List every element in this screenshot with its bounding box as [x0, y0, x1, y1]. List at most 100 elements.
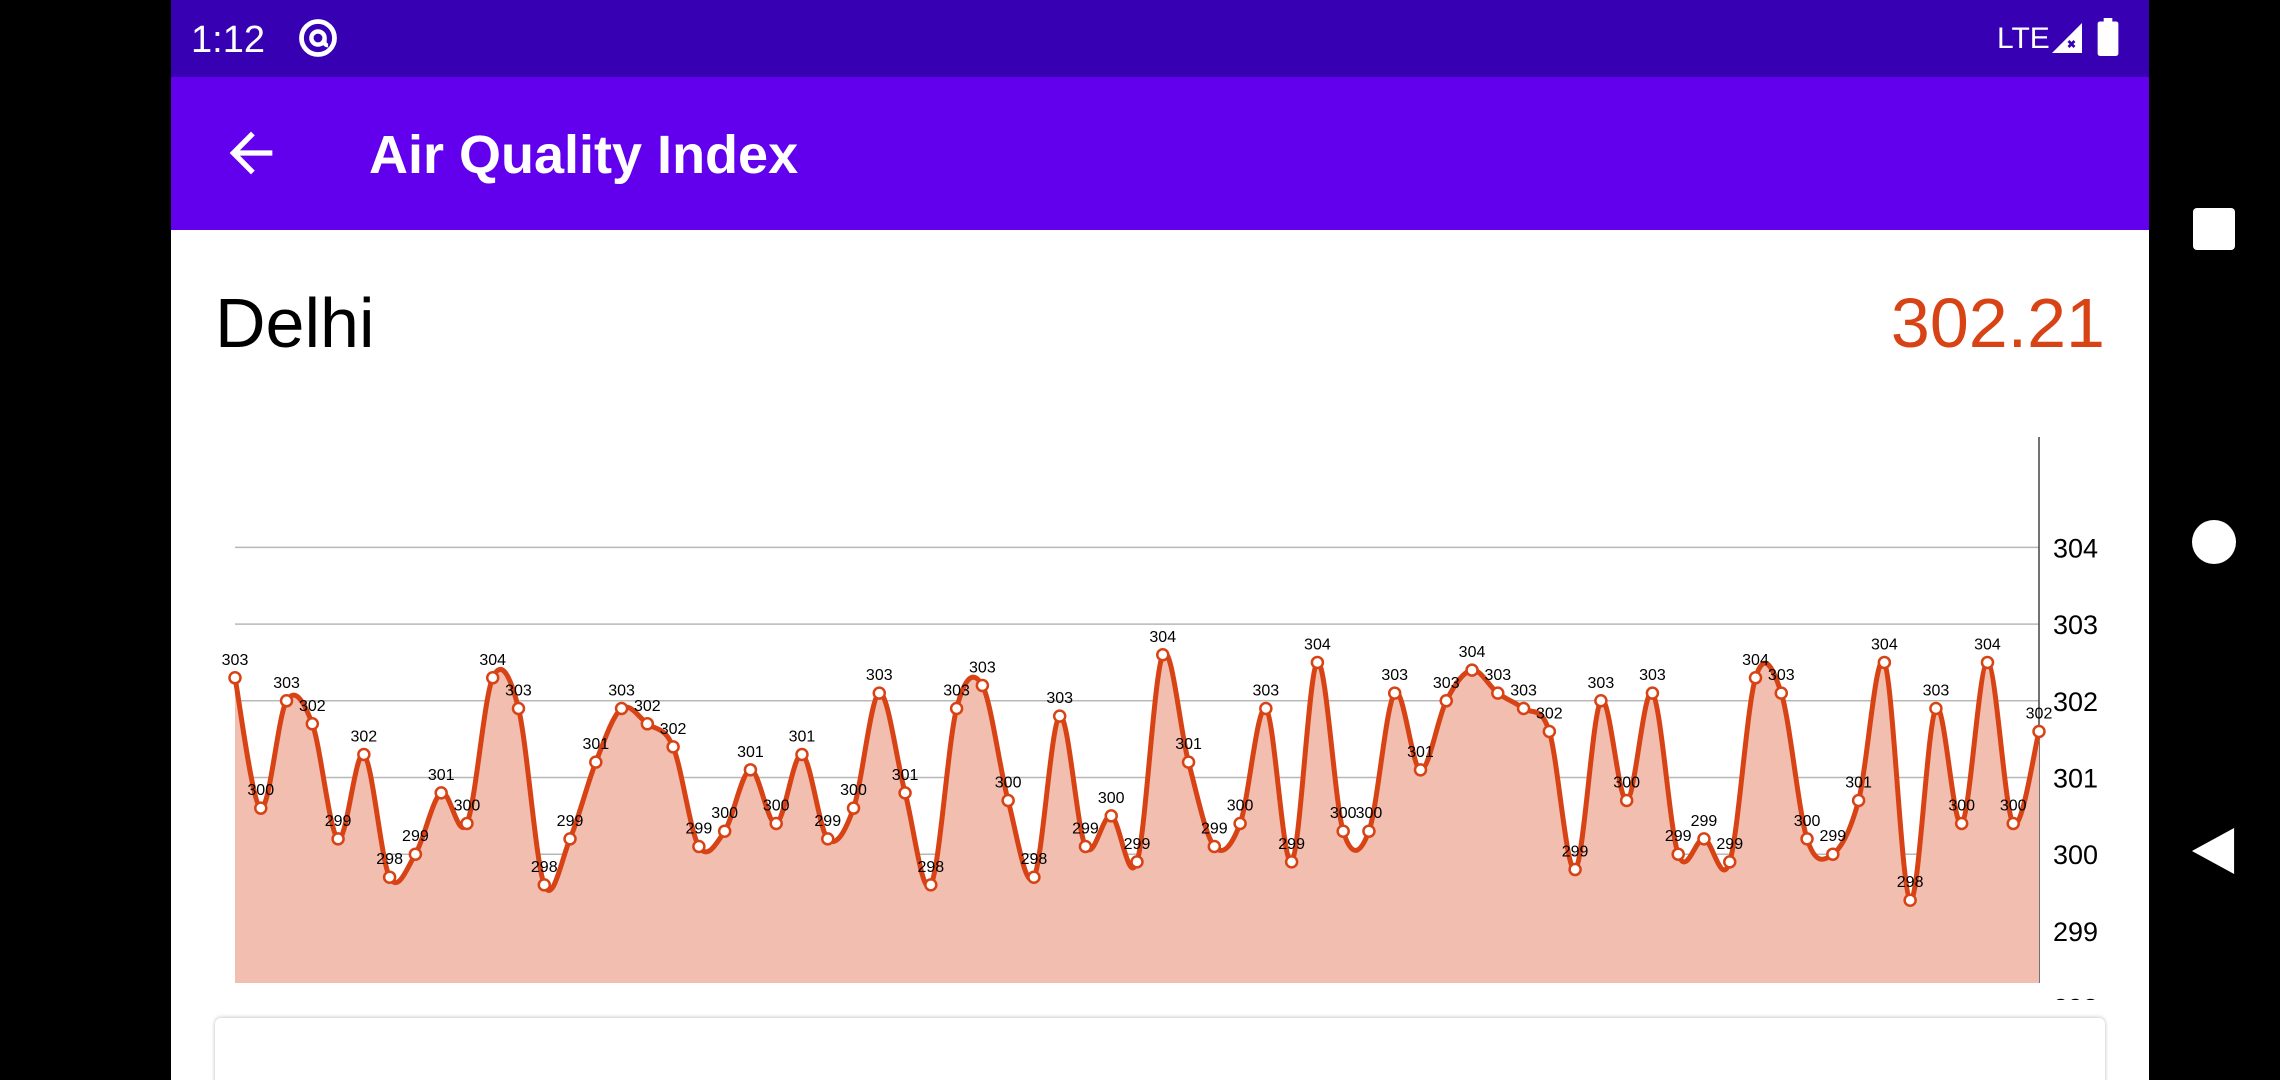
data-point — [305, 717, 320, 731]
data-label: 303 — [1768, 667, 1795, 684]
data-label: 300 — [1098, 790, 1125, 807]
status-bar: 1:12 LTE — [171, 0, 2149, 77]
data-label: 299 — [1665, 828, 1692, 845]
data-label: 299 — [402, 828, 429, 845]
data-label: 298 — [376, 851, 403, 868]
circle-icon[interactable] — [2192, 520, 2236, 564]
data-label: 302 — [634, 698, 661, 715]
data-label: 303 — [1510, 682, 1537, 699]
data-label: 301 — [1175, 736, 1202, 753]
data-label: 303 — [1588, 675, 1615, 692]
y-tick-label: 301 — [2053, 764, 2098, 794]
data-label: 303 — [1046, 690, 1073, 707]
data-label: 298 — [531, 859, 558, 876]
data-point — [1697, 832, 1711, 846]
data-point — [2006, 816, 2020, 831]
data-label: 300 — [247, 782, 274, 799]
y-tick-label: 298 — [2053, 994, 2098, 1000]
data-label: 301 — [1407, 744, 1434, 761]
square-icon[interactable] — [2193, 208, 2235, 250]
data-label: 302 — [2026, 705, 2053, 722]
data-label: 300 — [1613, 775, 1640, 792]
data-label: 300 — [454, 798, 481, 815]
data-label: 303 — [943, 682, 970, 699]
data-point — [1284, 855, 1299, 869]
data-point — [1980, 655, 1995, 670]
data-label: 303 — [1923, 682, 1950, 699]
data-point — [614, 701, 629, 716]
data-point — [357, 747, 371, 762]
data-point — [1954, 816, 1969, 831]
data-point — [563, 832, 577, 846]
data-point — [1774, 686, 1789, 700]
data-point — [1078, 839, 1093, 854]
data-point — [769, 816, 783, 831]
data-label: 304 — [1459, 644, 1486, 661]
data-point — [717, 824, 732, 838]
data-point — [1336, 824, 1350, 838]
data-point — [975, 678, 990, 693]
data-point — [1362, 824, 1376, 838]
status-time: 1:12 — [191, 19, 265, 61]
data-point — [846, 801, 861, 815]
data-label: 300 — [995, 775, 1022, 792]
system-nav-bar — [2149, 0, 2280, 1080]
data-point — [1387, 686, 1402, 700]
data-point — [2032, 724, 2046, 739]
data-label: 300 — [1330, 805, 1357, 822]
data-point — [1259, 701, 1273, 716]
back-arrow-icon[interactable] — [219, 121, 283, 185]
data-point — [1104, 809, 1118, 823]
data-label: 303 — [1639, 667, 1666, 684]
data-label: 303 — [1433, 675, 1460, 692]
data-point — [1413, 763, 1428, 777]
data-point — [254, 801, 268, 815]
triangle-back-icon[interactable] — [2191, 828, 2235, 874]
data-label: 303 — [969, 659, 996, 676]
network-type: LTE — [1997, 22, 2050, 55]
data-label: 304 — [1149, 629, 1176, 646]
data-label: 300 — [1356, 805, 1383, 822]
data-point — [1233, 816, 1247, 831]
data-point — [1722, 855, 1737, 869]
chart-points-group: 3033003033022993022982993013003043032982… — [222, 629, 2053, 907]
data-label: 298 — [1021, 851, 1048, 868]
data-label: 301 — [582, 736, 609, 753]
data-label: 299 — [686, 821, 713, 838]
data-label: 299 — [1562, 844, 1589, 861]
data-point — [1491, 686, 1505, 700]
data-label: 302 — [351, 728, 378, 745]
data-point — [1748, 671, 1763, 685]
data-label: 303 — [608, 682, 635, 699]
data-label: 302 — [660, 721, 687, 738]
app-bar: Air Quality Index — [171, 77, 2149, 230]
data-label: 299 — [1278, 836, 1305, 853]
data-point — [640, 717, 655, 731]
data-label: 301 — [428, 767, 455, 784]
data-label: 300 — [1948, 798, 1975, 815]
data-label: 300 — [711, 805, 738, 822]
data-label: 303 — [505, 682, 532, 699]
data-label: 299 — [814, 813, 841, 830]
city-name: Delhi — [215, 284, 375, 362]
data-point — [279, 694, 294, 708]
data-label: 298 — [1897, 874, 1924, 891]
data-point — [1516, 701, 1531, 716]
data-point — [1027, 870, 1041, 884]
data-point — [460, 816, 474, 831]
data-point — [1310, 655, 1325, 670]
data-point — [1207, 839, 1222, 854]
y-tick-label: 299 — [2053, 917, 2098, 947]
data-point — [1645, 686, 1660, 700]
data-point — [820, 832, 835, 846]
data-label: 301 — [737, 744, 764, 761]
data-point — [1594, 694, 1608, 708]
data-point — [1877, 655, 1892, 670]
data-point — [331, 832, 345, 846]
data-point — [692, 839, 706, 854]
data-label: 303 — [273, 675, 300, 692]
data-label: 300 — [2000, 798, 2027, 815]
data-label: 301 — [789, 728, 816, 745]
data-point — [1465, 663, 1479, 677]
data-label: 299 — [1716, 836, 1743, 853]
